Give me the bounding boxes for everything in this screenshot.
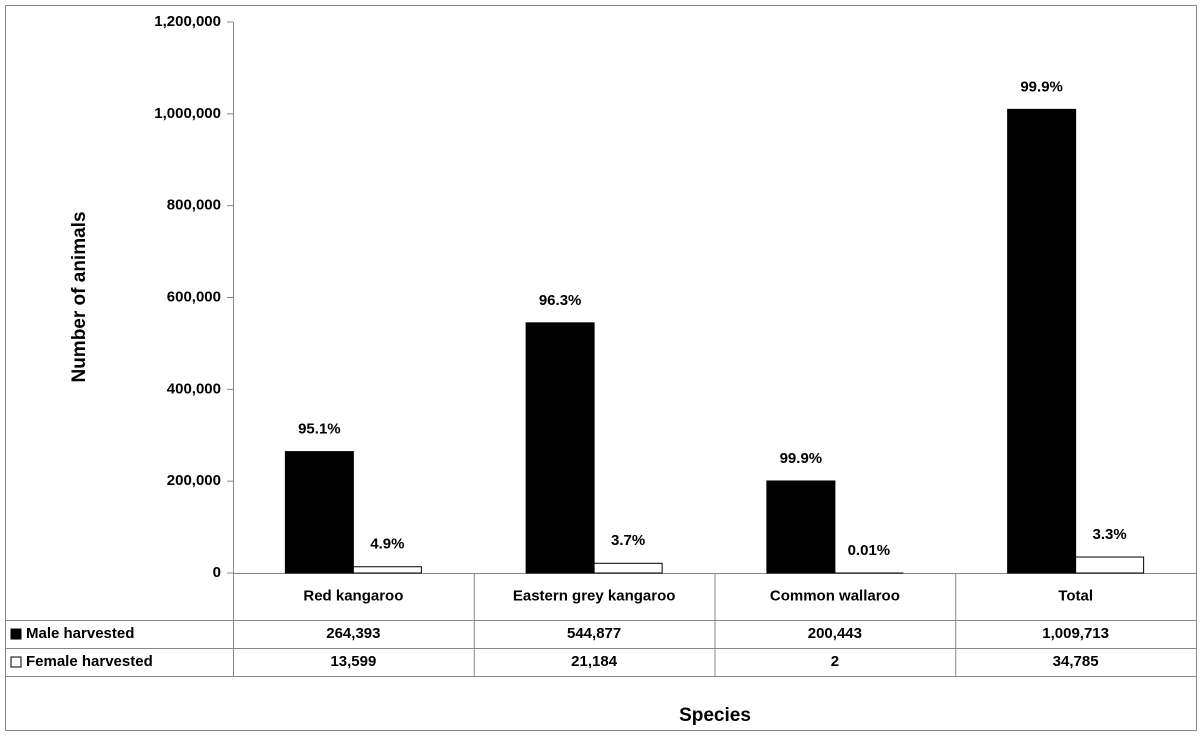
legend-label: Male harvested	[26, 625, 134, 642]
y-axis-title: Number of animals	[69, 211, 90, 382]
y-tick-label: 600,000	[167, 288, 221, 305]
bar	[767, 481, 835, 573]
table-value: 1,009,713	[1042, 625, 1109, 642]
table-value: 544,877	[567, 625, 621, 642]
share-label: 99.9%	[1020, 78, 1063, 95]
table-value: 264,393	[326, 625, 380, 642]
share-label: 4.9%	[370, 536, 404, 553]
table-value: 2	[831, 653, 839, 670]
x-tick-label: Common wallaroo	[770, 587, 900, 604]
table-value: 34,785	[1053, 653, 1099, 670]
bar	[594, 563, 662, 573]
bar	[285, 452, 353, 573]
share-label: 96.3%	[539, 292, 582, 309]
x-tick-label: Eastern grey kangaroo	[513, 587, 676, 604]
bar	[353, 567, 421, 573]
share-label: 3.7%	[611, 532, 645, 549]
y-tick-label: 400,000	[167, 380, 221, 397]
bar	[1008, 109, 1076, 573]
table-value: 13,599	[330, 653, 376, 670]
bar	[1076, 557, 1144, 573]
share-label: 3.3%	[1093, 526, 1127, 543]
share-label: 0.01%	[848, 542, 891, 559]
table-value: 200,443	[808, 625, 862, 642]
share-label: 99.9%	[780, 450, 823, 467]
y-tick-label: 800,000	[167, 197, 221, 214]
legend-swatch	[11, 657, 21, 667]
y-tick-label: 1,200,000	[154, 13, 221, 30]
y-tick-label: 0	[213, 564, 221, 581]
legend-label: Female harvested	[26, 653, 153, 670]
table-value: 21,184	[571, 653, 618, 670]
x-axis-title: Species	[679, 705, 751, 726]
legend-swatch	[11, 629, 21, 639]
x-tick-label: Total	[1058, 587, 1093, 604]
bar	[526, 323, 594, 573]
y-tick-label: 1,000,000	[154, 105, 221, 122]
share-label: 95.1%	[298, 421, 341, 438]
y-tick-label: 200,000	[167, 472, 221, 489]
x-tick-label: Red kangaroo	[303, 587, 403, 604]
